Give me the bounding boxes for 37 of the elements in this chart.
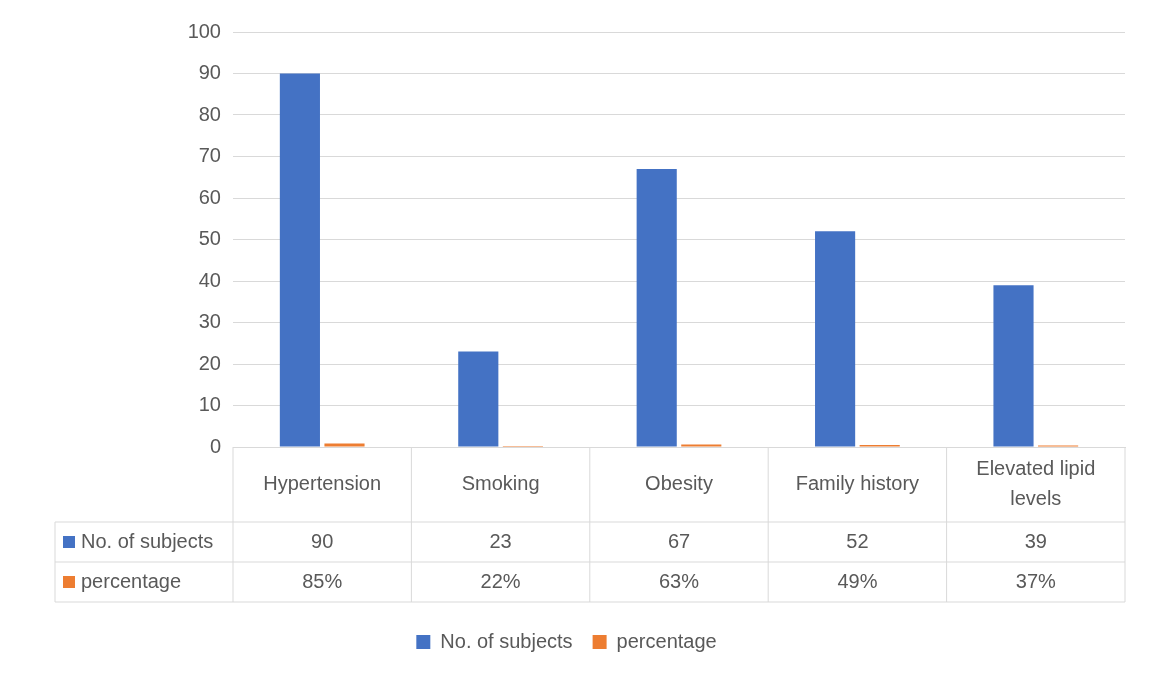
y-tick-label: 60 [198,185,221,208]
y-tick-label: 10 [198,393,221,416]
bar [993,285,1034,447]
data-label: 52 [846,529,869,552]
bar [815,231,856,447]
data-label: 39 [1024,529,1047,552]
text: percentage [81,569,182,592]
x-tick-label: Family history [795,472,920,495]
y-tick-label: 50 [198,227,221,250]
data-label: 49% [837,569,878,592]
legend-label: percentage [616,629,717,652]
data-label: 90 [311,529,334,552]
legend-label: No. of subjects [81,529,214,552]
data-label: 67 [667,529,691,552]
y-tick-label: 90 [198,61,221,84]
data-label: 85% [302,569,343,592]
bar [324,443,365,447]
data-label: 63% [658,569,700,592]
bar [636,168,677,447]
y-tick-label: 70 [198,144,221,167]
y-tick-label: 30 [198,310,221,333]
y-tick-label: 40 [198,268,221,291]
bar [681,444,722,447]
y-tick-label: 0 [209,434,221,457]
y-tick-label: 20 [198,351,221,374]
x-tick-label: Smoking [461,472,540,495]
data-label: 37% [1015,569,1057,592]
text: No. of subjects [440,629,573,652]
x-tick-label: Hypertension [263,472,382,495]
data-label: 23 [489,529,512,552]
data-label: 22% [480,569,521,592]
x-tick-label: Elevated lipid levels [976,457,1096,510]
x-tick-label: Obesity [645,472,713,495]
bar [279,73,320,447]
y-tick-label: 100 [187,19,221,42]
y-tick-label: 80 [198,102,221,125]
bar [458,351,499,447]
